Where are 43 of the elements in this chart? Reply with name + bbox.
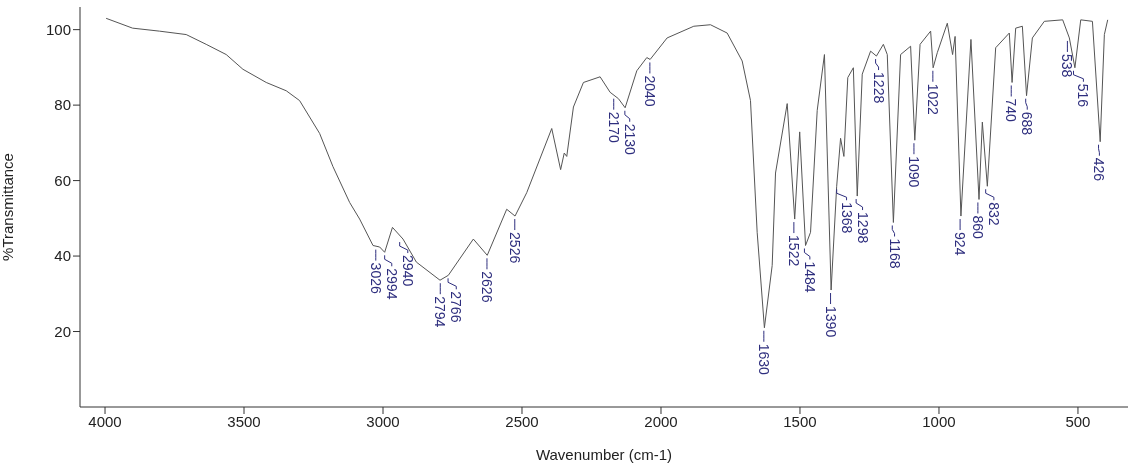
annotation: 2766 [448, 291, 465, 323]
annotation: 1298 [854, 212, 871, 244]
annotation: 2626 [478, 271, 495, 303]
x-tick-label: 1000 [922, 412, 956, 430]
y-tick-label: 20 [54, 322, 71, 340]
annotation: 1368 [838, 202, 855, 234]
annotation: 2170 [605, 111, 622, 144]
x-tick-label: 2000 [644, 412, 678, 430]
x-tick-label: 3500 [227, 412, 261, 430]
annotation: 860 [969, 215, 986, 240]
annotation: 2526 [506, 232, 523, 264]
annotation: 2994 [383, 268, 400, 300]
annotation: 516 [1075, 83, 1092, 108]
annotation: 538 [1059, 53, 1076, 78]
x-tick-label: 3000 [366, 412, 400, 430]
x-tick-label: 2500 [505, 412, 539, 430]
x-tick-label: 4000 [88, 412, 122, 430]
annotation: 3026 [367, 262, 384, 294]
annotation: 1022 [924, 83, 941, 116]
annotation: 1484 [801, 261, 818, 293]
x-tick-label: 1500 [783, 412, 817, 430]
y-tick-label: 60 [54, 171, 71, 189]
annotation: 1090 [905, 156, 922, 188]
y-tick-label: 40 [54, 247, 71, 265]
y-axis-title: %Transmittance [0, 153, 17, 261]
annotation: 1390 [822, 306, 839, 338]
annotation: 2130 [621, 123, 638, 156]
annotation: 1522 [785, 235, 802, 267]
x-axis-title: Wavenumber (cm-1) [535, 446, 673, 463]
annotation: 740 [1003, 98, 1020, 123]
y-tick-label: 80 [54, 96, 71, 114]
x-tick-label: 500 [1065, 412, 1091, 430]
annotation: 688 [1019, 111, 1036, 136]
annotation: 2040 [641, 75, 658, 107]
annotation: 924 [952, 232, 969, 256]
annotation: 1228 [870, 72, 887, 104]
annotation: 2794 [432, 296, 449, 328]
annotation: 832 [985, 202, 1002, 226]
annotation: 426 [1091, 157, 1108, 182]
annotation: 1168 [886, 238, 903, 269]
annotation: 2940 [399, 255, 416, 287]
y-tick-label: 100 [45, 20, 71, 38]
annotation: 1630 [755, 343, 772, 376]
